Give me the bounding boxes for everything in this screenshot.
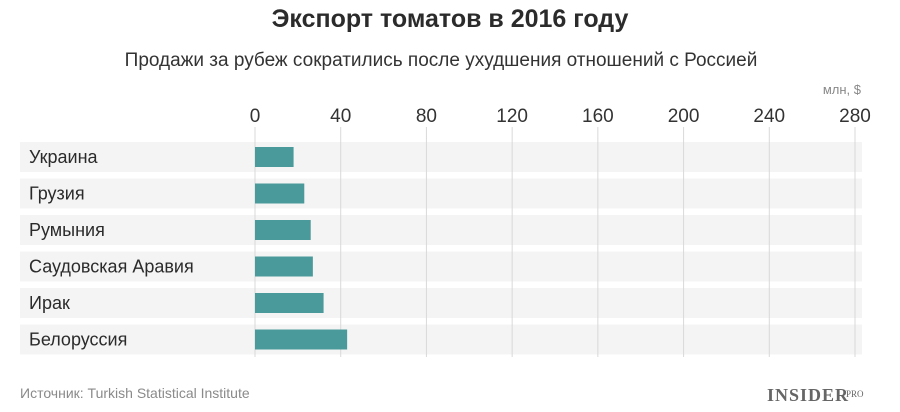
chart-title: Экспорт томатов в 2016 году	[272, 5, 629, 33]
row-band	[20, 215, 862, 245]
row-band	[20, 142, 862, 172]
x-tick-label: 120	[496, 106, 528, 127]
brand-logo: INSIDER PRO	[767, 385, 864, 405]
x-axis-ticks: 0 40 80 120 160 200 240 280	[250, 106, 871, 127]
x-tick-label: 80	[416, 106, 437, 127]
bar-6	[255, 329, 348, 350]
row-band	[20, 288, 862, 318]
category-label: Ирак	[29, 293, 70, 313]
brand-name: INSIDER	[767, 385, 849, 405]
row-bands	[20, 142, 862, 355]
bar-3	[255, 220, 311, 240]
x-tick-label: 280	[839, 106, 871, 127]
row-band	[20, 178, 862, 209]
category-labels: Украина Грузия Румыния Саудовская Аравия Ира…	[29, 147, 194, 350]
bars	[255, 147, 348, 350]
bar-2	[255, 183, 305, 204]
brand-suffix: PRO	[846, 389, 864, 399]
category-label: Белоруссия	[29, 330, 127, 350]
chart-subtitle: Продажи за рубеж сократились после ухудш…	[125, 50, 758, 71]
category-label: Грузия	[29, 184, 85, 204]
row-band	[20, 251, 862, 282]
bar-1	[255, 147, 294, 167]
category-label: Румыния	[29, 220, 105, 240]
x-tick-label: 40	[330, 106, 351, 127]
unit-label: млн, $	[823, 82, 862, 97]
category-label: Украина	[29, 147, 99, 167]
bar-4	[255, 256, 313, 277]
bar-5	[255, 293, 324, 313]
x-tick-label: 240	[753, 106, 785, 127]
row-band	[20, 324, 862, 355]
source-note: Источник: Turkish Statistical Institute	[20, 385, 250, 401]
x-tick-label: 200	[668, 106, 700, 127]
category-label: Саудовская Аравия	[29, 257, 194, 277]
x-tick-label: 160	[582, 106, 614, 127]
x-tick-label: 0	[250, 106, 261, 127]
